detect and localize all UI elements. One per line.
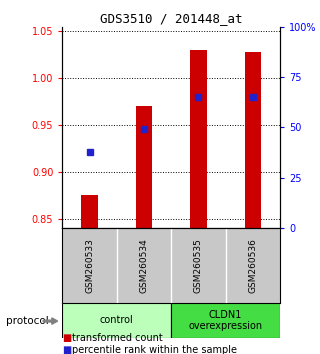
Bar [136, 106, 152, 228]
Bar [82, 195, 98, 228]
Bar [190, 50, 207, 228]
Bar [245, 52, 261, 228]
Text: percentile rank within the sample: percentile rank within the sample [72, 346, 237, 354]
Text: ■: ■ [62, 346, 72, 354]
Title: GDS3510 / 201448_at: GDS3510 / 201448_at [100, 12, 243, 25]
Bar [171, 303, 280, 338]
Text: GSM260534: GSM260534 [140, 238, 148, 293]
Text: GSM260535: GSM260535 [194, 238, 203, 293]
Bar [62, 303, 171, 338]
Text: control: control [100, 315, 134, 325]
Text: transformed count: transformed count [72, 333, 163, 343]
Text: CLDN1
overexpression: CLDN1 overexpression [188, 309, 263, 331]
Text: GSM260533: GSM260533 [85, 238, 94, 293]
Text: GSM260536: GSM260536 [248, 238, 257, 293]
Text: ■: ■ [62, 333, 72, 343]
Text: protocol: protocol [6, 316, 49, 326]
